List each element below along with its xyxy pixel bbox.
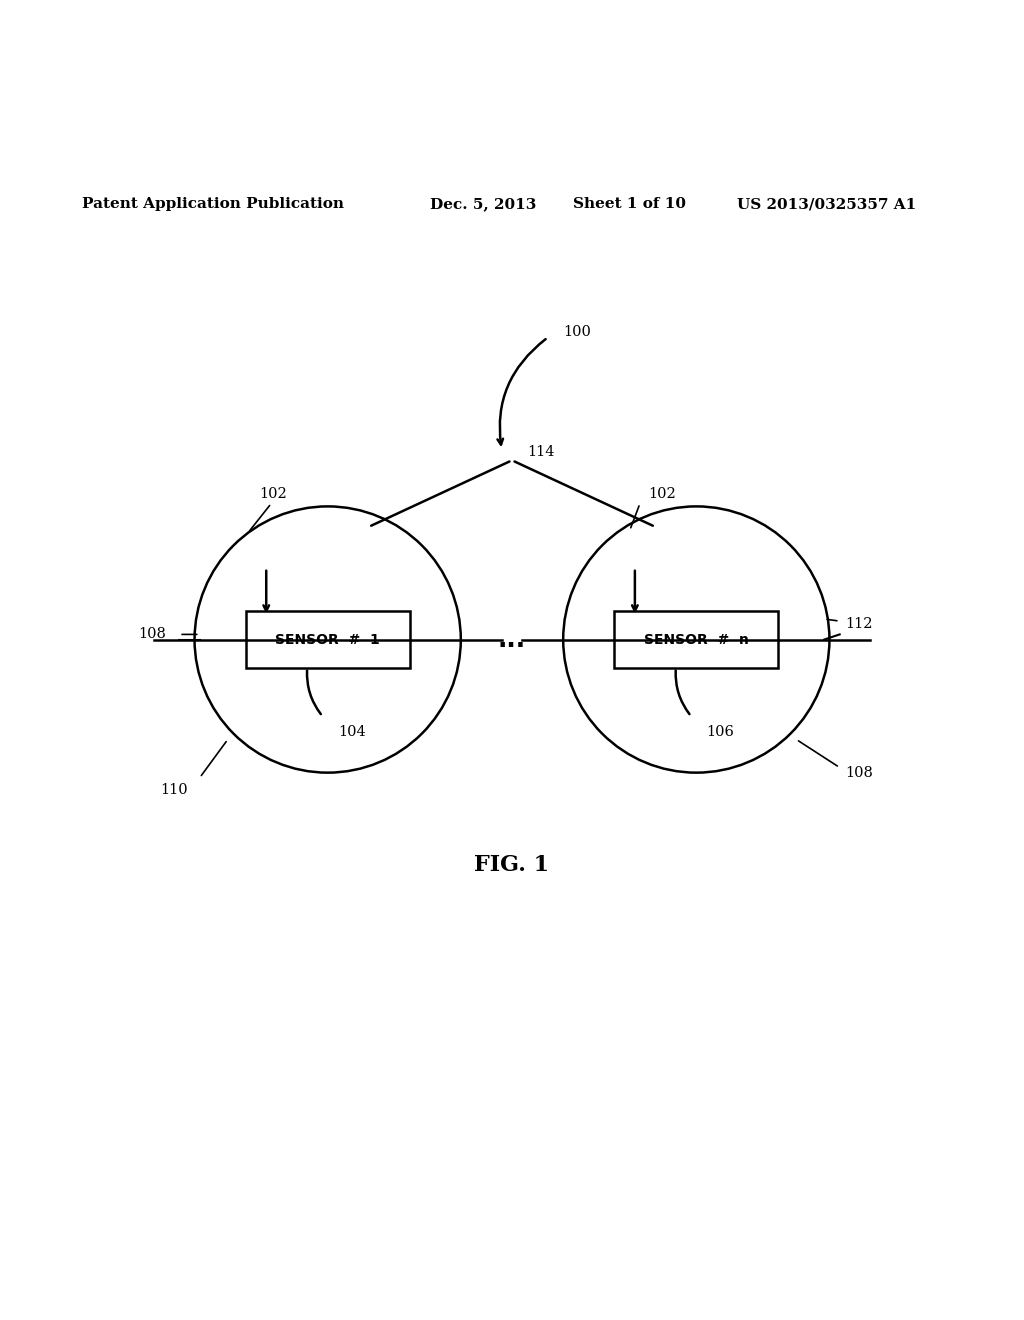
Text: 112: 112 — [845, 618, 872, 631]
Text: FIG. 1: FIG. 1 — [474, 854, 550, 875]
Text: 106: 106 — [707, 725, 734, 739]
Text: SENSOR  #  1: SENSOR # 1 — [275, 632, 380, 647]
Text: 108: 108 — [845, 766, 872, 780]
Text: 102: 102 — [259, 487, 287, 502]
FancyBboxPatch shape — [246, 611, 410, 668]
Text: ...: ... — [498, 627, 526, 652]
Text: SENSOR  #  n: SENSOR # n — [644, 632, 749, 647]
Text: Patent Application Publication: Patent Application Publication — [82, 197, 344, 211]
FancyBboxPatch shape — [614, 611, 778, 668]
Text: 114: 114 — [527, 445, 555, 459]
Text: 102: 102 — [648, 487, 676, 502]
Text: 110: 110 — [161, 783, 187, 797]
Text: US 2013/0325357 A1: US 2013/0325357 A1 — [737, 197, 916, 211]
Text: 108: 108 — [138, 627, 166, 642]
Text: 100: 100 — [563, 325, 591, 339]
Text: Dec. 5, 2013: Dec. 5, 2013 — [430, 197, 537, 211]
Text: Sheet 1 of 10: Sheet 1 of 10 — [573, 197, 686, 211]
Text: 104: 104 — [338, 725, 366, 739]
